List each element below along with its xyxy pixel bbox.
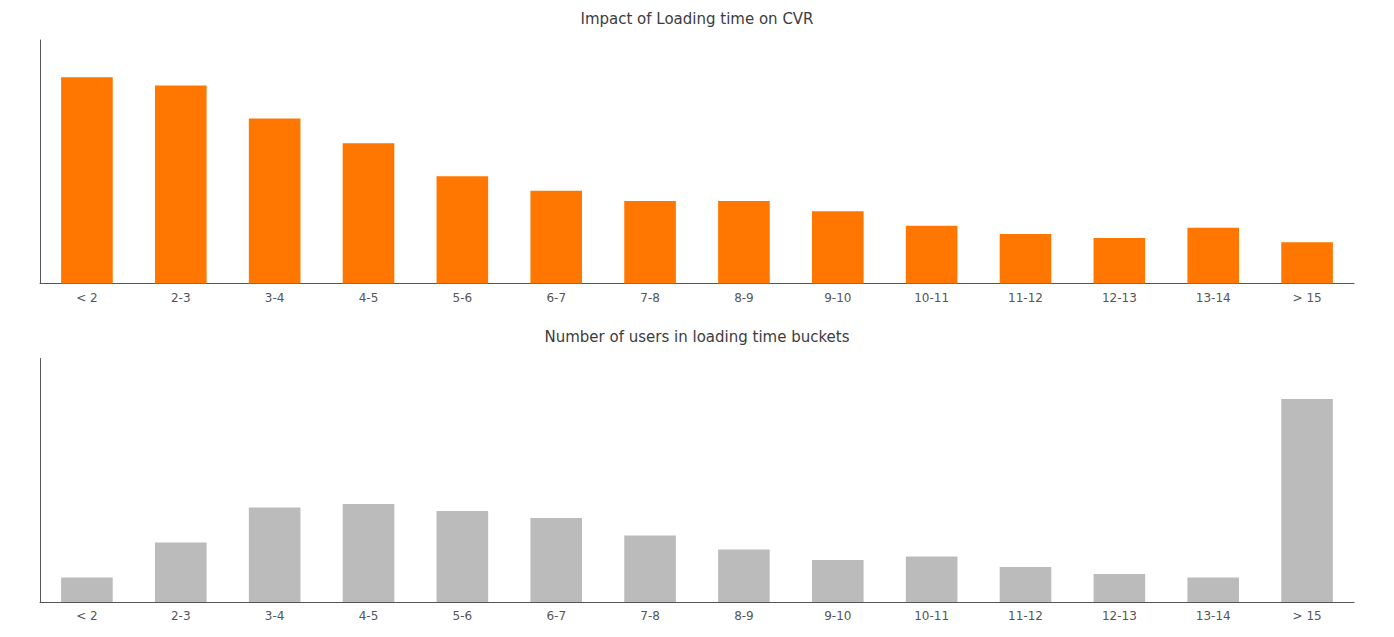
svg-text:9-10: 9-10 [824, 291, 851, 305]
svg-text:7-8: 7-8 [640, 291, 660, 305]
svg-text:3-4: 3-4 [265, 291, 285, 305]
svg-text:> 15: > 15 [1293, 609, 1322, 623]
svg-text:10-11: 10-11 [914, 609, 949, 623]
svg-text:11-12: 11-12 [1008, 291, 1043, 305]
svg-text:11-12: 11-12 [1008, 609, 1043, 623]
svg-text:8-9: 8-9 [734, 609, 754, 623]
svg-text:9-10: 9-10 [824, 609, 851, 623]
svg-text:12-13: 12-13 [1102, 609, 1137, 623]
svg-text:12-13: 12-13 [1102, 291, 1137, 305]
svg-text:5-6: 5-6 [453, 609, 473, 623]
svg-text:10-11: 10-11 [914, 291, 949, 305]
svg-text:6-7: 6-7 [546, 291, 566, 305]
svg-text:7-8: 7-8 [640, 609, 660, 623]
svg-text:5-6: 5-6 [453, 291, 473, 305]
svg-text:< 2: < 2 [76, 291, 98, 305]
svg-text:13-14: 13-14 [1196, 609, 1231, 623]
svg-text:> 15: > 15 [1293, 291, 1322, 305]
svg-text:< 2: < 2 [76, 609, 98, 623]
svg-text:13-14: 13-14 [1196, 291, 1231, 305]
svg-text:3-4: 3-4 [265, 609, 285, 623]
svg-text:4-5: 4-5 [359, 609, 379, 623]
svg-text:Impact of Loading time on CVR: Impact of Loading time on CVR [580, 10, 813, 28]
svg-text:6-7: 6-7 [546, 609, 566, 623]
svg-text:8-9: 8-9 [734, 291, 754, 305]
svg-text:4-5: 4-5 [359, 291, 379, 305]
svg-text:Number of users in loading tim: Number of users in loading time buckets [544, 328, 849, 346]
svg-text:2-3: 2-3 [171, 291, 191, 305]
svg-text:2-3: 2-3 [171, 609, 191, 623]
